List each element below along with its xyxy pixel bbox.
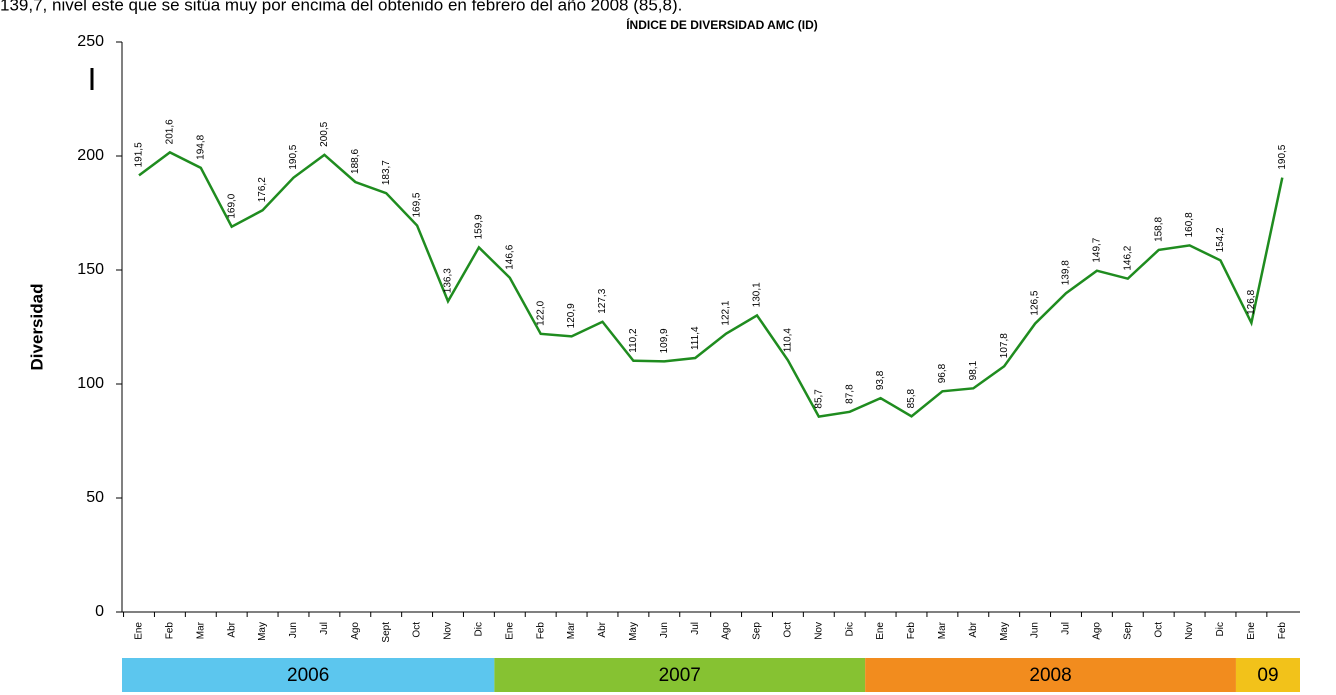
year-band [1235,658,1300,692]
data-label: 126,5 [1030,290,1041,315]
data-label: 96,8 [937,363,948,383]
data-label: 107,8 [999,333,1010,358]
x-tick-label: Oct [783,622,794,638]
x-tick-label: Abr [597,621,608,637]
data-label: 201,6 [165,119,176,144]
data-label: 169,0 [226,193,237,218]
data-label: 110,2 [628,328,639,353]
data-label: 176,2 [257,177,268,202]
data-label: 130,1 [752,282,763,307]
data-label: 109,9 [659,328,670,353]
x-tick-label: Sept [381,622,392,643]
x-tick-label: Ago [350,622,361,640]
data-label: 194,8 [195,134,206,159]
y-tick-label: 50 [86,489,104,506]
x-tick-label: May [628,622,639,641]
x-tick-label: Oct [412,622,423,638]
year-band [122,658,495,692]
data-label: 154,2 [1215,227,1226,252]
data-label: 191,5 [134,142,145,167]
x-tick-label: Feb [535,622,546,640]
x-tick-label: Abr [226,621,237,637]
year-label: 09 [1257,665,1278,686]
x-tick-label: Mar [937,621,948,639]
data-label: 93,8 [875,370,886,390]
x-tick-label: Jun [1030,622,1041,638]
x-tick-label: May [257,622,268,641]
x-tick-label: May [999,622,1010,641]
data-label: 122,1 [721,300,732,325]
data-label: 110,4 [783,328,794,353]
data-label: 188,6 [350,149,361,174]
y-tick-label: 0 [95,603,104,620]
x-tick-label: Sep [752,622,763,640]
data-label: 136,3 [443,268,454,293]
x-tick-label: Ene [875,622,886,640]
y-tick-label: 100 [77,375,104,392]
data-label: 183,7 [381,160,392,185]
x-tick-label: Dic [844,622,855,636]
data-label: 190,5 [1277,144,1288,169]
x-tick-label: Ene [504,622,515,640]
data-label: 146,6 [504,244,515,269]
x-tick-label: Sep [1122,622,1133,640]
year-label: 2008 [1029,665,1071,686]
data-label: 85,8 [906,388,917,408]
x-tick-label: Dic [1215,622,1226,636]
data-label: 169,5 [412,192,423,217]
y-tick-label: 200 [77,147,104,164]
x-tick-label: Jul [690,622,701,635]
data-label: 126,8 [1246,289,1257,314]
data-label: 87,8 [844,384,855,404]
data-label: 120,9 [566,303,577,328]
line [138,150,1284,418]
x-tick-label: Nov [443,622,454,640]
chart-title: ÍNDICE DE DIVERSIDAD AMC (ID) [626,17,818,32]
year-band [865,658,1236,692]
data-label: 111,4 [690,326,701,350]
x-tick-label: Jun [659,622,670,638]
data-label: 160,8 [1184,212,1195,237]
data-label: 190,5 [288,144,299,169]
x-tick-label: Feb [1277,622,1288,640]
x-tick-label: Dic [474,622,485,636]
year-label: 2006 [287,665,329,686]
x-tick-label: Feb [165,622,176,640]
data-label: 85,7 [813,389,824,409]
x-tick-label: Ene [1246,622,1257,640]
data-label: 127,3 [597,288,608,313]
x-tick-label: Ene [134,622,145,640]
y-tick-label: 250 [77,33,104,50]
x-tick-label: Abr [968,621,979,637]
x-tick-label: Nov [1184,622,1195,640]
x-tick-label: Oct [1153,622,1164,638]
x-tick-label: Feb [906,622,917,640]
y-axis-label: Diversidad [27,284,46,371]
data-label: 159,9 [474,214,485,239]
data-label: 149,7 [1092,237,1103,262]
y-tick-label: 150 [77,261,104,278]
x-tick-label: Jul [319,622,330,635]
x-tick-label: Ago [1092,622,1103,640]
x-tick-label: Jul [1061,622,1072,635]
x-tick-label: Jun [288,622,299,638]
top-text: 139,7, nivel este que se sitúa muy por e… [0,0,682,14]
year-label: 2007 [659,665,701,686]
x-tick-label: Ago [721,622,732,640]
year-band [494,658,866,692]
data-label: 122,0 [535,300,546,325]
data-label: 98,1 [968,360,979,380]
data-label: 139,8 [1061,260,1072,285]
data-label: 200,5 [319,121,330,146]
data-label: 146,2 [1122,245,1133,270]
x-tick-label: Mar [566,621,577,639]
data-label: 158,8 [1153,216,1164,241]
x-tick-label: Nov [813,622,824,640]
x-tick-label: Mar [195,621,206,639]
